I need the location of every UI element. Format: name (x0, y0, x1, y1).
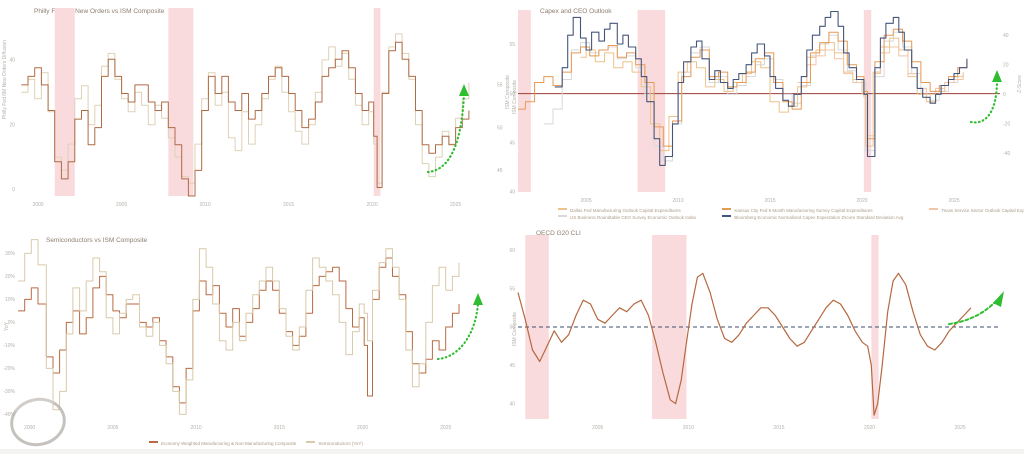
footer-strip (0, 449, 1024, 454)
trend-arrow-head-icon (473, 293, 483, 305)
svg-text:-20: -20 (1003, 122, 1010, 128)
trend-arrow-icon (426, 92, 466, 174)
svg-text:20%: 20% (5, 274, 16, 280)
svg-text:2000: 2000 (24, 425, 35, 431)
svg-text:45: 45 (509, 141, 515, 147)
trend-arrow-icon (969, 78, 999, 124)
legend-item[interactable]: Bloomberg Economic Normalized Capex Expe… (722, 214, 903, 221)
svg-text:0: 0 (12, 187, 15, 193)
svg-text:10%: 10% (5, 297, 16, 303)
svg-text:-10%: -10% (3, 343, 15, 349)
svg-text:2005: 2005 (581, 198, 592, 204)
legend-item[interactable]: Texas Service Sector Outlook Capital Exp… (929, 207, 1024, 214)
svg-text:40: 40 (509, 401, 515, 407)
legend-swatch (149, 441, 159, 443)
chart-canvas[interactable]: 2005 2010 2015 2020 2025 55 50 45 40 40 20 0 -20 -40 (509, 0, 1024, 227)
svg-text:30%: 30% (5, 251, 16, 257)
svg-text:60: 60 (509, 248, 515, 254)
svg-text:2005: 2005 (107, 425, 118, 431)
svg-text:20: 20 (1003, 62, 1009, 68)
svg-text:50: 50 (509, 91, 515, 97)
chart-title: Philly Fed 6M New Orders vs ISM Composit… (34, 8, 165, 15)
svg-text:2000: 2000 (32, 202, 43, 208)
legend-swatch (722, 215, 732, 217)
chart-canvas[interactable]: 2005 2010 2015 2020 2025 60 55 50 45 40 (509, 227, 1024, 454)
svg-text:-20%: -20% (3, 366, 15, 372)
chart-panel-semiconductors: Semiconductors vs ISM Composite YoY 2000… (0, 227, 512, 454)
svg-text:2025: 2025 (955, 425, 966, 431)
legend-item[interactable]: US Business Roundtable CEO Survey Econom… (558, 214, 696, 221)
chart-title: Capex and CEO Outlook (540, 8, 612, 15)
svg-text:2020: 2020 (856, 198, 867, 204)
svg-text:40: 40 (509, 190, 515, 196)
macro-ops-watermark: MACRO OPS (4, 392, 124, 454)
svg-text:2010: 2010 (672, 198, 683, 204)
legend-swatch (306, 441, 316, 443)
chart-canvas[interactable]: 2000 2005 2010 2015 2020 2025 30% 20% 10% 0% -10% -… (0, 227, 512, 454)
svg-text:2020: 2020 (357, 425, 368, 431)
legend-item[interactable]: Kansas City Fed 6 Month Manufacturing Su… (722, 207, 903, 214)
svg-text:45: 45 (497, 168, 503, 174)
svg-text:45: 45 (509, 363, 515, 369)
trend-arrow-head-icon (992, 70, 1002, 82)
svg-text:50: 50 (497, 125, 503, 131)
legend-item[interactable]: Semiconductors (YoY) (306, 440, 363, 447)
svg-text:2025: 2025 (450, 202, 461, 208)
legend-swatch (558, 208, 567, 210)
svg-text:2015: 2015 (283, 202, 294, 208)
svg-text:2005: 2005 (116, 202, 127, 208)
svg-text:55: 55 (497, 83, 503, 89)
svg-text:40: 40 (9, 58, 15, 64)
trend-arrow-icon (948, 298, 999, 325)
chart-panel-philly-fed: Philly Fed 6M New Orders vs ISM Composit… (0, 0, 512, 227)
chart-canvas[interactable]: 2000 2005 2010 2015 2020 2025 40 20 0 55 50 45 (0, 0, 512, 227)
svg-text:2005: 2005 (592, 425, 603, 431)
legend: Economy Weighted Manufacturing & Non-Man… (0, 440, 512, 447)
svg-text:2010: 2010 (683, 425, 694, 431)
svg-text:2020: 2020 (864, 425, 875, 431)
svg-text:2010: 2010 (191, 425, 202, 431)
svg-text:0: 0 (1003, 92, 1006, 98)
chart-title: Semiconductors vs ISM Composite (46, 237, 148, 244)
svg-text:-40%: -40% (3, 412, 15, 418)
svg-text:0%: 0% (8, 320, 16, 326)
legend-swatch (722, 208, 732, 210)
legend-item[interactable]: Dallas Fed Manufacturing Outlook Capital… (558, 207, 696, 214)
svg-text:2015: 2015 (764, 198, 775, 204)
svg-text:20: 20 (9, 122, 15, 128)
svg-text:40: 40 (1003, 33, 1009, 39)
svg-text:55: 55 (509, 42, 515, 48)
chart-panel-capex-ceo-outlook: Capex and CEO Outlook ISM Composite Z-Sc… (509, 0, 1024, 227)
trend-arrow-icon (436, 301, 480, 361)
chart-panel-oecd-g20-cli: OECD G20 CLI ISM Composite 2005 2010 2015 2… (509, 227, 1024, 454)
legend-swatch (929, 208, 939, 210)
macro-ops-logo-icon (5, 392, 71, 452)
svg-text:2025: 2025 (440, 425, 451, 431)
svg-text:2025: 2025 (948, 198, 959, 204)
chart-title: OECD G20 CLI (536, 230, 581, 237)
svg-text:2020: 2020 (367, 202, 378, 208)
svg-text:-30%: -30% (3, 389, 15, 395)
legend: Dallas Fed Manufacturing Outlook Capital… (558, 207, 1024, 221)
svg-text:-40: -40 (1003, 151, 1010, 157)
svg-text:50: 50 (509, 325, 515, 331)
legend-swatch (558, 215, 567, 217)
trend-arrow-head-icon (993, 291, 1004, 307)
legend-item[interactable]: Economy Weighted Manufacturing & Non-Man… (149, 440, 296, 447)
svg-text:2010: 2010 (199, 202, 210, 208)
svg-text:2015: 2015 (274, 425, 285, 431)
svg-text:2015: 2015 (773, 425, 784, 431)
trend-arrow-head-icon (459, 84, 469, 96)
svg-text:55: 55 (509, 286, 515, 292)
